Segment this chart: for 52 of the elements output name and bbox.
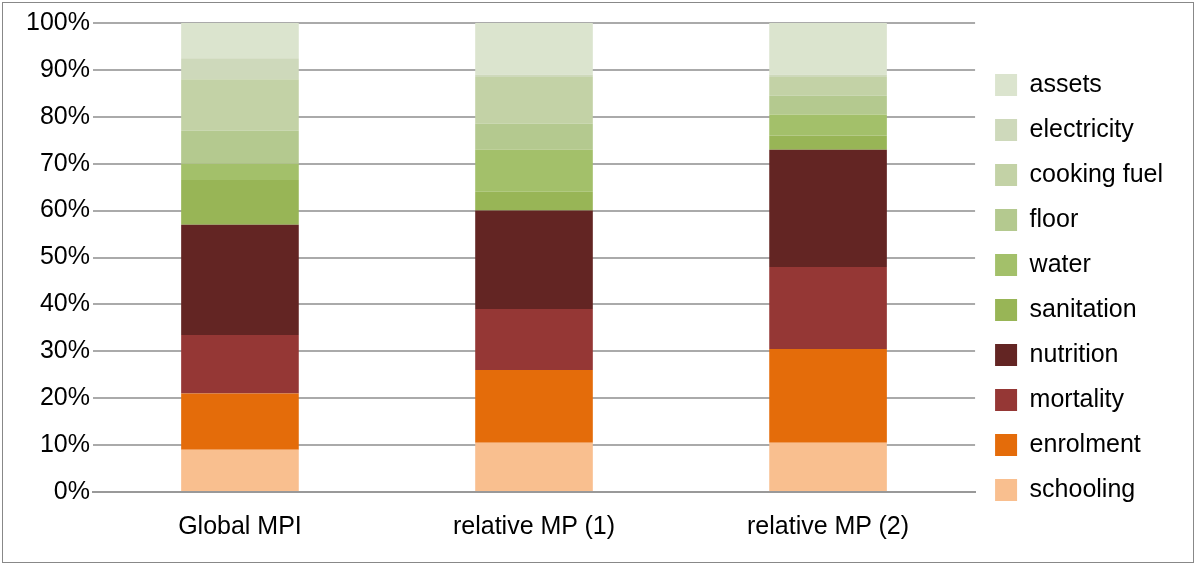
x-tick-label: relative MP (1) bbox=[452, 510, 616, 539]
y-tick-label: 10% bbox=[39, 428, 90, 457]
bar bbox=[181, 163, 299, 181]
bar bbox=[181, 180, 299, 225]
x-tick-label: relative MP (2) bbox=[747, 510, 910, 539]
y-tick-label: 30% bbox=[39, 335, 90, 364]
bar bbox=[181, 79, 299, 131]
legend-label: schooling bbox=[1029, 473, 1136, 502]
legend-label: electricity bbox=[1029, 113, 1135, 142]
bar bbox=[181, 58, 299, 80]
legend-label: enrolment bbox=[1029, 428, 1141, 457]
bar bbox=[475, 442, 593, 491]
bar bbox=[475, 123, 593, 150]
legend-label: assets bbox=[1029, 68, 1102, 97]
bar bbox=[769, 114, 887, 136]
y-tick-label: 70% bbox=[39, 147, 90, 176]
x-tick-label: Global MPI bbox=[178, 510, 302, 539]
bar bbox=[475, 210, 593, 310]
bar bbox=[769, 76, 887, 96]
legend-label: sanitation bbox=[1029, 293, 1137, 322]
y-tick-label: 50% bbox=[39, 241, 90, 270]
y-tick-label: 40% bbox=[39, 288, 90, 317]
bar bbox=[769, 23, 887, 75]
bar bbox=[769, 348, 887, 443]
legend-label: floor bbox=[1029, 203, 1079, 232]
bar bbox=[181, 393, 299, 450]
bar bbox=[475, 149, 593, 192]
bar bbox=[181, 130, 299, 164]
bar bbox=[475, 191, 593, 211]
bar bbox=[181, 334, 299, 394]
bar bbox=[769, 442, 887, 491]
y-tick-label: 90% bbox=[39, 53, 90, 82]
bar bbox=[475, 76, 593, 124]
bar bbox=[769, 266, 887, 349]
legend-label: cooking fuel bbox=[1029, 158, 1164, 187]
legend-label: water bbox=[1028, 248, 1091, 277]
bar bbox=[769, 135, 887, 150]
bar bbox=[181, 224, 299, 335]
legend-label: nutrition bbox=[1029, 338, 1119, 367]
y-tick-label: 100% bbox=[25, 6, 90, 35]
y-tick-label: 0% bbox=[53, 475, 90, 504]
bar bbox=[181, 23, 299, 59]
y-tick-label: 80% bbox=[39, 100, 90, 129]
legend-label: mortality bbox=[1029, 383, 1125, 412]
bar bbox=[475, 370, 593, 443]
bar bbox=[769, 95, 887, 115]
y-tick-label: 20% bbox=[39, 382, 90, 411]
bar bbox=[475, 309, 593, 371]
bar bbox=[181, 449, 299, 491]
bar bbox=[475, 23, 593, 75]
bar bbox=[769, 149, 887, 267]
y-tick-label: 60% bbox=[39, 194, 90, 223]
